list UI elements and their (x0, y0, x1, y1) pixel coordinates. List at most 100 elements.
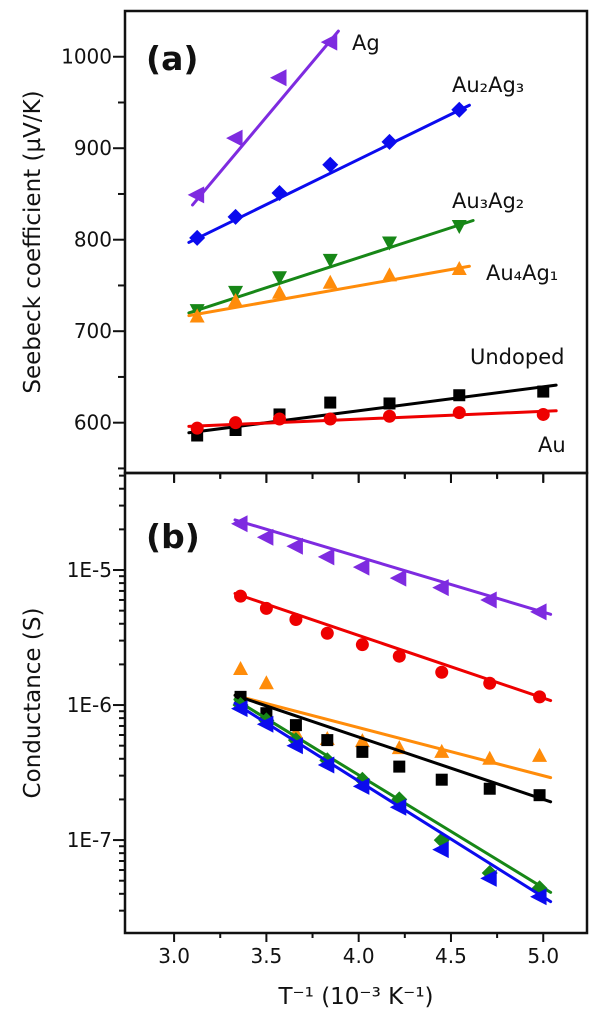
series-au3ag2-fit-line (187, 219, 475, 315)
panel-a-letter: (a) (146, 39, 198, 78)
data-point-au (234, 589, 248, 603)
series-au3ag2-fit-line (233, 697, 553, 894)
data-point-au (320, 626, 334, 640)
data-point-au2ag3 (389, 798, 407, 816)
series-au2ag3 (187, 101, 471, 246)
data-point-ag (231, 515, 248, 533)
data-point-ag (317, 548, 335, 566)
data-point-au2ag3 (317, 756, 335, 774)
series-label-au4ag1: Au₄Ag₁ (486, 261, 558, 285)
series-undoped-fit-line (187, 383, 558, 435)
data-point-undoped (289, 719, 302, 732)
data-point-au (483, 676, 497, 690)
y-tick-label: 700 (74, 319, 112, 343)
series-au4ag1 (233, 660, 553, 780)
series-undoped-fit-line (233, 693, 553, 804)
panel-b-border (123, 471, 589, 935)
series-au2ag3 (231, 700, 553, 906)
data-point-au2ag3 (322, 156, 339, 173)
x-tick-label: 4.5 (435, 944, 467, 968)
data-point-ag (352, 558, 370, 576)
data-point-au3ag2 (271, 271, 287, 286)
data-point-au (452, 406, 466, 420)
y-tick-label: 900 (74, 136, 112, 160)
data-point-au (259, 601, 273, 615)
data-point-au2ag3 (451, 101, 468, 118)
series-ag (187, 29, 340, 207)
data-point-au4ag1 (451, 260, 467, 275)
panel-a: 600 700 800 900 1000 Ag Au₂Ag₃ Au₃Ag₂ Au₄Ag₁ Undo… (61, 9, 589, 482)
data-point-undoped (483, 782, 496, 795)
data-point-undoped (453, 389, 466, 402)
data-point-au (289, 613, 303, 627)
series-label-ag: Ag (352, 31, 380, 55)
series-ag-markers (187, 33, 338, 204)
data-point-au4ag1 (322, 274, 338, 289)
series-au-markers (190, 406, 550, 435)
data-point-undoped (533, 789, 546, 802)
data-point-undoped (537, 385, 550, 398)
series-au-fit-line (233, 592, 553, 703)
data-point-au4ag1 (382, 267, 398, 282)
series-au (233, 589, 553, 704)
y-tick-label: 1E-7 (67, 828, 112, 852)
data-point-ag (187, 186, 205, 204)
series-ag-fit-line (191, 29, 340, 207)
data-point-au2ag3 (480, 869, 497, 887)
y-axis-title-conductance: Conductance (S) (20, 608, 46, 799)
data-point-au3ag2 (451, 219, 467, 234)
series-au-markers (234, 589, 547, 704)
data-point-au4ag1 (189, 308, 205, 323)
series-au3ag2 (187, 219, 475, 319)
data-point-undoped (393, 760, 406, 773)
data-point-au (533, 690, 547, 704)
data-point-au2ag3 (227, 208, 244, 225)
y-axis-title-seebeck: Seebeck coefficient (µV/K) (20, 90, 46, 393)
series-ag-fit-line (233, 518, 553, 616)
data-point-au3ag2 (382, 236, 398, 251)
y-tick-label: 800 (74, 228, 112, 252)
series-ag (231, 515, 553, 621)
x-tick-label: 3.5 (250, 944, 282, 968)
data-point-au (435, 665, 449, 679)
data-point-ag (286, 537, 303, 555)
series-au4ag1-fit-line (233, 693, 553, 780)
series-au2ag3-fit-line (233, 701, 553, 904)
series-au2ag3-markers (189, 101, 468, 246)
data-point-ag (480, 591, 497, 609)
series-label-au3ag2: Au₃Ag₂ (452, 189, 524, 213)
data-point-au4ag1 (258, 675, 274, 690)
series-au2ag3-markers (231, 700, 547, 906)
series-au (187, 406, 558, 435)
data-point-ag (389, 569, 407, 587)
data-point-au2ag3 (381, 133, 398, 150)
data-point-undoped (356, 745, 369, 758)
data-point-au4ag1 (434, 743, 450, 758)
data-point-au2ag3 (256, 715, 274, 733)
panel-b: 3.0 3.5 4.0 4.5 5.0 1E-5 1E-6 1E-7 (67, 471, 589, 968)
data-point-undoped (435, 773, 448, 786)
data-point-au (190, 421, 204, 435)
data-point-undoped (383, 397, 396, 410)
data-point-undoped (321, 734, 334, 747)
y-tick-label: 600 (74, 411, 112, 435)
data-point-au4ag1 (271, 284, 287, 299)
data-point-au (383, 409, 397, 423)
data-point-au (355, 638, 369, 652)
panel-b-letter: (b) (146, 517, 200, 556)
data-point-au (272, 412, 286, 426)
data-point-au2ag3 (271, 185, 288, 202)
series-au-fit-line (187, 409, 558, 428)
series-label-au: Au (538, 433, 566, 457)
data-point-au3ag2 (228, 285, 244, 300)
data-point-ag (256, 528, 274, 546)
data-point-au3ag2 (322, 253, 338, 268)
x-axis-title: T⁻¹ (10⁻³ K⁻¹) (277, 984, 433, 1010)
data-point-au2ag3 (189, 229, 206, 246)
data-point-au4ag1 (233, 660, 249, 675)
data-point-au (229, 416, 243, 430)
series-label-undoped: Undoped (470, 345, 564, 369)
data-point-ag (530, 603, 547, 621)
series-au4ag1-markers (189, 260, 467, 323)
